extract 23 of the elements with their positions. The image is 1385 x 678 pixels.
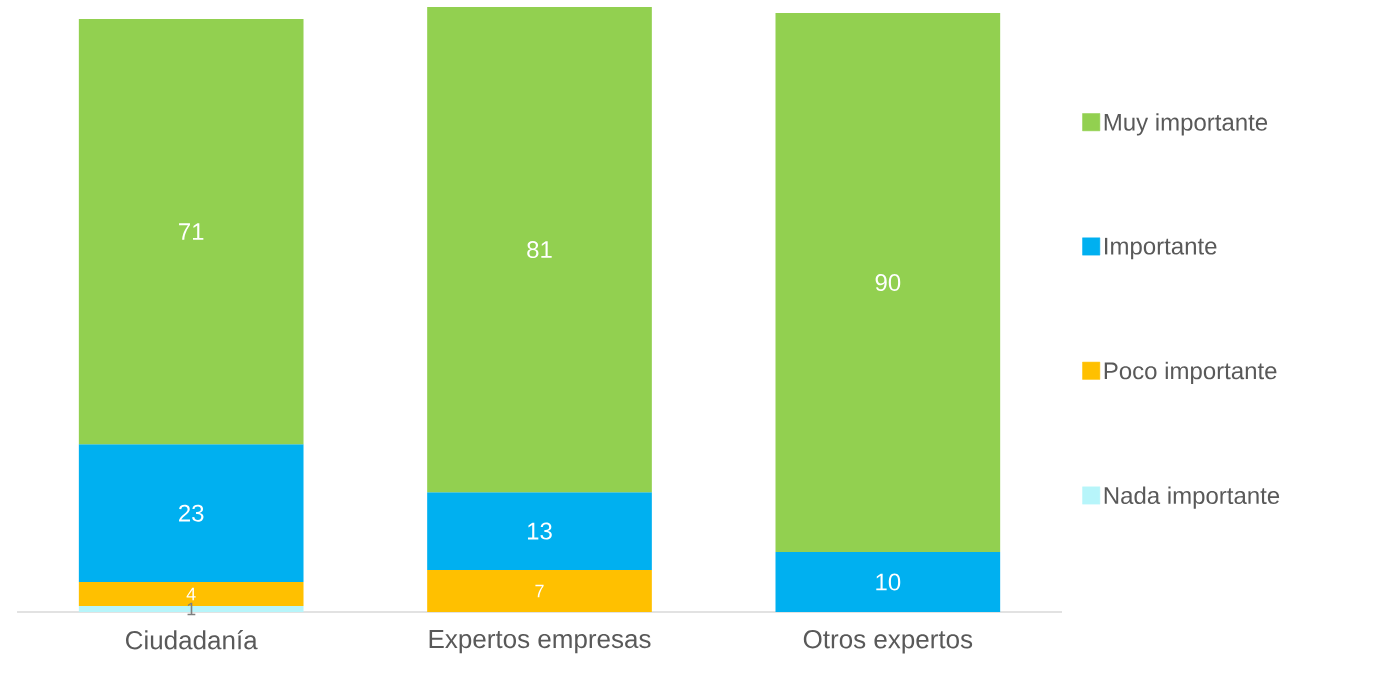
bar <box>775 12 1001 553</box>
data-label: 23 <box>179 504 204 522</box>
bar <box>427 492 652 571</box>
bar <box>427 6 652 493</box>
bar <box>78 444 304 583</box>
x-tick-label: Otros expertos <box>803 630 973 654</box>
data-label: 4 <box>186 587 196 601</box>
legend-label: Importante <box>1105 237 1217 260</box>
bar <box>78 18 304 445</box>
bar <box>427 570 652 612</box>
data-label: 13 <box>527 522 552 540</box>
data-label: 71 <box>179 223 204 240</box>
data-label: 81 <box>527 241 552 259</box>
data-label: 1 <box>187 602 196 616</box>
x-tick-label: Expertos empresas <box>429 630 651 654</box>
legend-label: Muy importante <box>1104 113 1268 136</box>
data-label: 10 <box>876 573 901 591</box>
data-label: 7 <box>535 584 544 598</box>
legend-label: Poco importante <box>1104 361 1277 385</box>
legend-label: Nada importante <box>1104 486 1280 509</box>
bar <box>775 552 1001 612</box>
data-label: 90 <box>875 274 901 292</box>
x-tick-label: Ciudadanía <box>126 630 258 650</box>
